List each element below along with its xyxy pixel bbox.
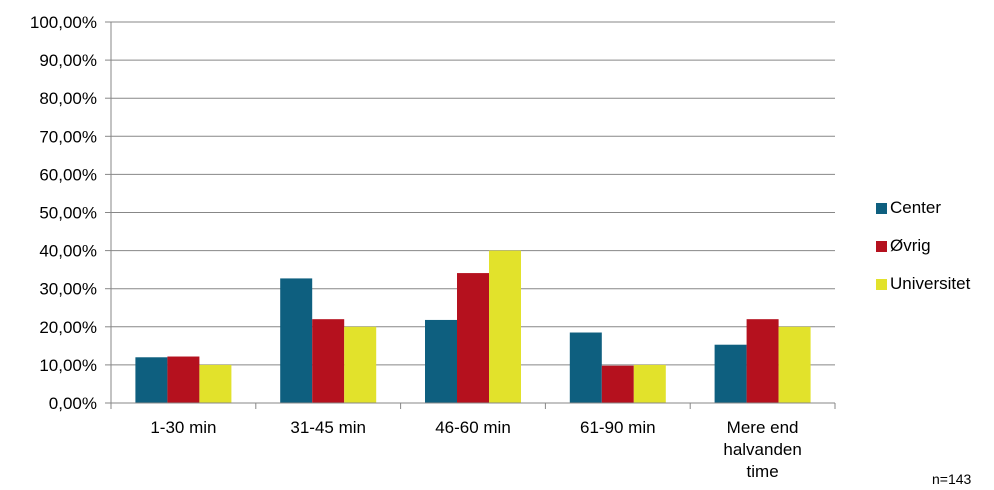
legend-item-center: Center (876, 198, 970, 218)
y-tick-label: 50,00% (39, 204, 97, 223)
bar-center (569, 332, 602, 403)
bar-universitet (633, 364, 666, 403)
bar--vrig (601, 365, 634, 403)
x-category-label: time (747, 462, 779, 481)
bar-center (714, 344, 747, 403)
legend-swatch (876, 278, 887, 290)
x-axis-labels: 1-30 min 31-45 min 46-60 min 61-90 min Mere … (150, 418, 802, 481)
bar--vrig (167, 356, 200, 403)
y-tick-label: 100,00% (30, 13, 97, 32)
axes (110, 22, 836, 409)
bar-universitet (199, 364, 232, 403)
sample-size-note: n=143 (932, 471, 972, 487)
x-category-label: 46-60 min (435, 418, 511, 437)
y-tick-label: 60,00% (39, 165, 97, 184)
bar-center (135, 357, 168, 403)
bar--vrig (312, 319, 345, 403)
bar-center (425, 319, 457, 403)
legend-label: Øvrig (890, 236, 931, 255)
x-category-label: Mere end (727, 418, 799, 437)
legend-swatch (876, 240, 887, 252)
bar-center (280, 278, 313, 403)
bar--vrig (457, 273, 489, 403)
x-category-label: 1-30 min (150, 418, 216, 437)
y-tick-label: 10,00% (39, 356, 97, 375)
bar-universitet (778, 326, 811, 403)
y-tick-label: 70,00% (39, 127, 97, 146)
legend-item-universitet: Universitet (876, 274, 970, 294)
bar-universitet (489, 250, 521, 403)
legend: Center Øvrig Universitet (876, 198, 970, 312)
bar--vrig (746, 319, 779, 403)
x-category-label: halvanden (723, 440, 801, 459)
y-tick-label: 30,00% (39, 280, 97, 299)
bar-universitet (344, 326, 377, 403)
y-tick-label: 0,00% (49, 394, 97, 413)
legend-label: Universitet (890, 274, 971, 293)
x-category-label: 31-45 min (290, 418, 366, 437)
x-category-label: 61-90 min (580, 418, 656, 437)
y-tick-label: 80,00% (39, 89, 97, 108)
y-tick-label: 40,00% (39, 242, 97, 261)
legend-swatch (876, 202, 887, 214)
legend-label: Center (890, 198, 942, 217)
y-tick-label: 90,00% (39, 51, 97, 70)
y-tick-label: 20,00% (39, 318, 97, 337)
bars (135, 250, 811, 403)
legend-item-ovrig: Øvrig (876, 236, 970, 256)
y-axis-ticks: 0,00% 10,00% 20,00% 30,00% 40,00% 50,00% 60,00… (30, 13, 97, 413)
